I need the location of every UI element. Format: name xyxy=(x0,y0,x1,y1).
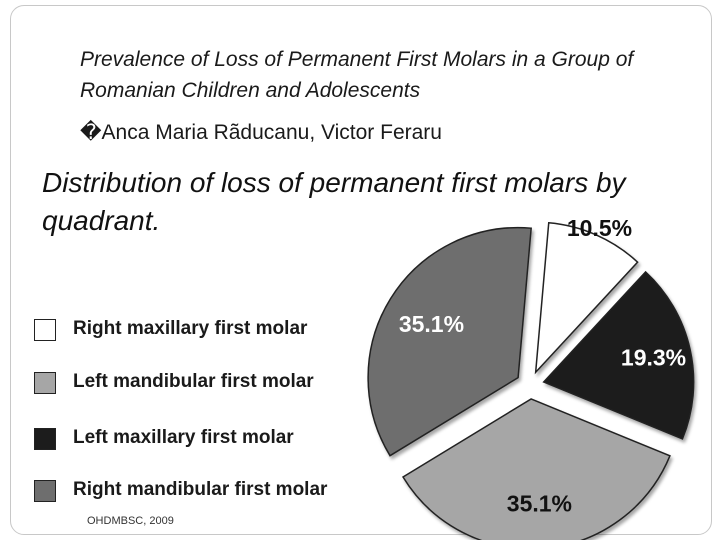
slice-data-label: 19.3% xyxy=(621,345,686,371)
slice-data-label: 35.1% xyxy=(399,311,464,337)
legend-label: Right maxillary first molar xyxy=(73,318,308,339)
legend-label: Left maxillary first molar xyxy=(73,427,294,448)
slice-data-label: 35.1% xyxy=(507,491,572,517)
legend-label: Right mandibular first molar xyxy=(73,479,328,500)
legend-swatch xyxy=(34,372,56,394)
pie-slice xyxy=(401,398,671,540)
slice-data-label: 10.5% xyxy=(567,215,632,241)
legend-swatch xyxy=(34,480,56,502)
legend-swatch xyxy=(34,319,56,341)
chart-title: Distribution of loss of permanent first … xyxy=(42,167,626,236)
pie-slice xyxy=(542,270,695,440)
legend-label: Left mandibular first molar xyxy=(73,371,314,392)
slide-title: Prevalence of Loss of Permanent First Mo… xyxy=(80,48,634,102)
pie-slice xyxy=(534,221,639,375)
pie-slice xyxy=(367,226,532,457)
legend-swatch xyxy=(34,428,56,450)
slide-authors: �Anca Maria Rãducanu, Victor Feraru xyxy=(80,121,442,144)
slide-frame xyxy=(10,5,712,535)
slide-footer: OHDMBSC, 2009 xyxy=(87,515,174,527)
